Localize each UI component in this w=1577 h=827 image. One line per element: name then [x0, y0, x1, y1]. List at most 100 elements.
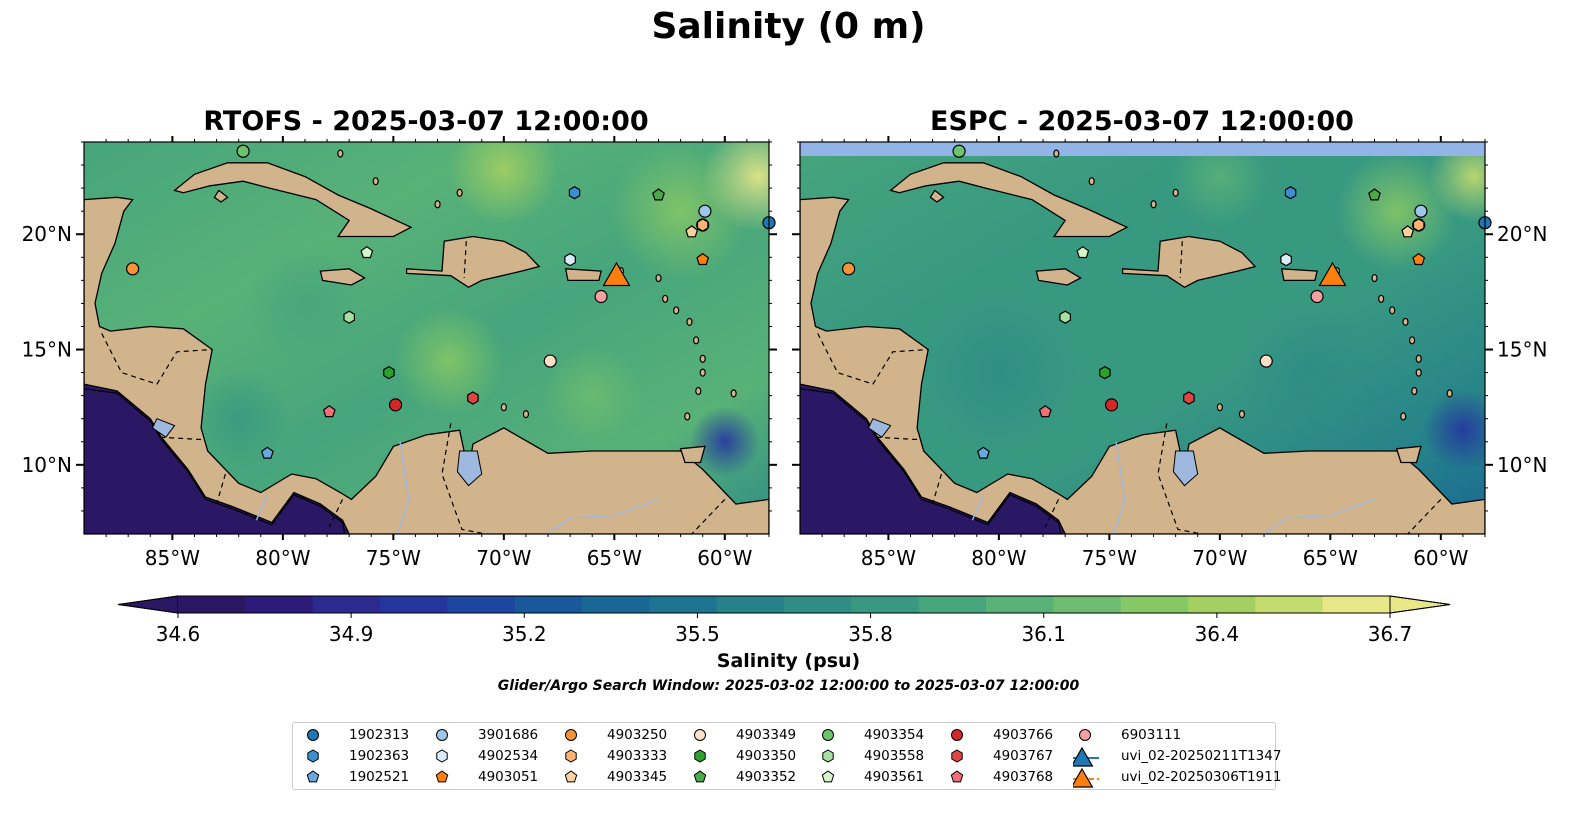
legend-label: 6903111 — [1121, 727, 1182, 743]
circle-icon — [565, 729, 577, 741]
marker-6903111-0 — [594, 289, 608, 304]
colorbar-segment — [312, 596, 381, 613]
colorbar-segment — [851, 596, 920, 613]
marker-4903349-0 — [1259, 354, 1273, 368]
lat-tick-label: 20°N — [1497, 222, 1547, 246]
land-1 — [173, 162, 413, 238]
marker-4903558-0 — [1059, 310, 1072, 324]
colorbar-tick-label: 36.7 — [1367, 622, 1413, 646]
circle-icon — [307, 729, 319, 741]
map-panels: 85°W 80°W 75°W 70°W 65°W 60°W20°N15°N10°N85°W… — [22, 136, 1547, 570]
colorbar-segment — [178, 596, 246, 613]
land-3 — [1121, 235, 1257, 289]
hexagon-icon — [694, 749, 706, 763]
land-4 — [564, 268, 602, 282]
lat-tick-label: 15°N — [22, 338, 72, 362]
legend-label: 4903349 — [736, 727, 797, 743]
lon-tick-label: 85°W — [861, 546, 916, 570]
hexagon-icon — [822, 749, 834, 763]
lat-tick-label: 20°N — [22, 222, 72, 246]
lat-tick-label: 10°N — [22, 453, 72, 477]
legend-label: 4903250 — [607, 727, 668, 743]
panel-title-espc: ESPC - 2025-03-07 12:00:00 — [930, 106, 1354, 137]
triangle-icon — [1073, 767, 1099, 788]
colorbar-segment — [716, 596, 785, 613]
lon-tick-label: 60°W — [697, 546, 752, 570]
legend-label: 4903558 — [864, 748, 925, 764]
legend-label: 4903051 — [478, 769, 539, 785]
marker-4903354-0 — [952, 144, 966, 158]
marker-4903350-0 — [1099, 365, 1111, 380]
lon-tick-label: 80°W — [971, 546, 1026, 570]
marker-4903051-0 — [1412, 252, 1426, 266]
marker-4903767-0 — [467, 391, 479, 405]
panel-title-rtofs: RTOFS - 2025-03-07 12:00:00 — [203, 106, 649, 137]
legend-label: 3901686 — [478, 727, 539, 743]
marker-4902534-0 — [564, 252, 576, 267]
legend-label: 4903352 — [736, 769, 797, 785]
marker-3901686-0 — [1414, 204, 1428, 218]
colorbar-tick-label: 35.2 — [502, 622, 547, 646]
legend-label: uvi_02-20250211T1347 — [1121, 748, 1282, 764]
pentagon-icon — [693, 770, 707, 783]
rtofs-map: 85°W 80°W 75°W 70°W 65°W 60°W 20°N 15°N 10°N — [22, 136, 777, 570]
colorbar-tick-label: 35.8 — [848, 622, 893, 646]
marker-4903354-0 — [236, 144, 250, 158]
colorbar-segment — [784, 596, 852, 613]
marker-4903558-0 — [343, 310, 355, 324]
pentagon-icon — [821, 770, 835, 783]
lon-tick-label: 70°W — [1192, 546, 1247, 570]
colorbar-tick-label: 34.9 — [328, 622, 374, 646]
hexagon-icon — [565, 749, 577, 763]
legend-label: 4903354 — [864, 727, 925, 743]
lon-tick-label: 75°W — [366, 546, 421, 570]
pentagon-icon — [435, 770, 449, 783]
colorbar-tick-label: 36.1 — [1021, 622, 1066, 646]
colorbar-tick-label: 34.6 — [155, 622, 201, 646]
pentagon-icon — [306, 770, 320, 783]
legend-label: uvi_02-20250306T1911 — [1121, 769, 1282, 785]
legend-label: 4903350 — [736, 748, 797, 764]
circle-icon — [951, 729, 963, 741]
marker-3901686-0 — [698, 204, 712, 218]
legend-label: 4902534 — [478, 748, 539, 764]
colorbar — [117, 595, 1451, 618]
lon-tick-label: 80°W — [255, 546, 310, 570]
marker-4903350-0 — [383, 365, 395, 380]
lon-tick-label: 60°W — [1413, 546, 1468, 570]
marker-1902363-0 — [568, 186, 581, 200]
marker-4903345-0 — [685, 225, 699, 238]
colorbar-segment — [380, 596, 448, 613]
colorbar-segment — [1188, 596, 1256, 613]
land-1 — [889, 162, 1129, 238]
colorbar-segment — [986, 596, 1054, 613]
marker-4903333-0 — [1412, 218, 1425, 232]
marker-4903352-0 — [1368, 188, 1381, 201]
colorbar-label: Salinity (psu) — [716, 650, 861, 672]
land-2 — [1035, 268, 1082, 286]
colorbar-segment — [447, 596, 516, 613]
marker-4903250-0 — [126, 262, 140, 276]
legend-label: 1902521 — [349, 769, 410, 785]
circle-icon — [822, 729, 834, 741]
marker-4903333-0 — [696, 218, 709, 232]
legend-label: 4903333 — [607, 748, 668, 764]
marker-uvi_02-20250306T1911-0 — [602, 261, 631, 287]
pentagon-icon — [950, 770, 964, 783]
marker-6903111-0 — [1310, 289, 1324, 304]
land-2 — [319, 268, 366, 286]
land-6 — [929, 189, 945, 203]
colorbar-tick-label: 35.5 — [675, 622, 720, 646]
marker-4903767-0 — [1183, 391, 1195, 405]
search-window-text: Glider/Argo Search Window: 2025-03-02 12… — [497, 678, 1080, 694]
figure-title: Salinity (0 m) — [651, 6, 926, 47]
land-4 — [1280, 268, 1318, 282]
colorbar-max-extend — [1389, 595, 1451, 614]
colorbar-segment — [1120, 596, 1189, 613]
lon-tick-label: 85°W — [145, 546, 200, 570]
marker-4903768-0 — [1038, 405, 1052, 418]
colorbar-segment — [918, 596, 987, 613]
legend-label: 4903561 — [864, 769, 925, 785]
colorbar-tick-label: 36.4 — [1194, 622, 1240, 646]
marker-4903768-0 — [322, 405, 336, 418]
